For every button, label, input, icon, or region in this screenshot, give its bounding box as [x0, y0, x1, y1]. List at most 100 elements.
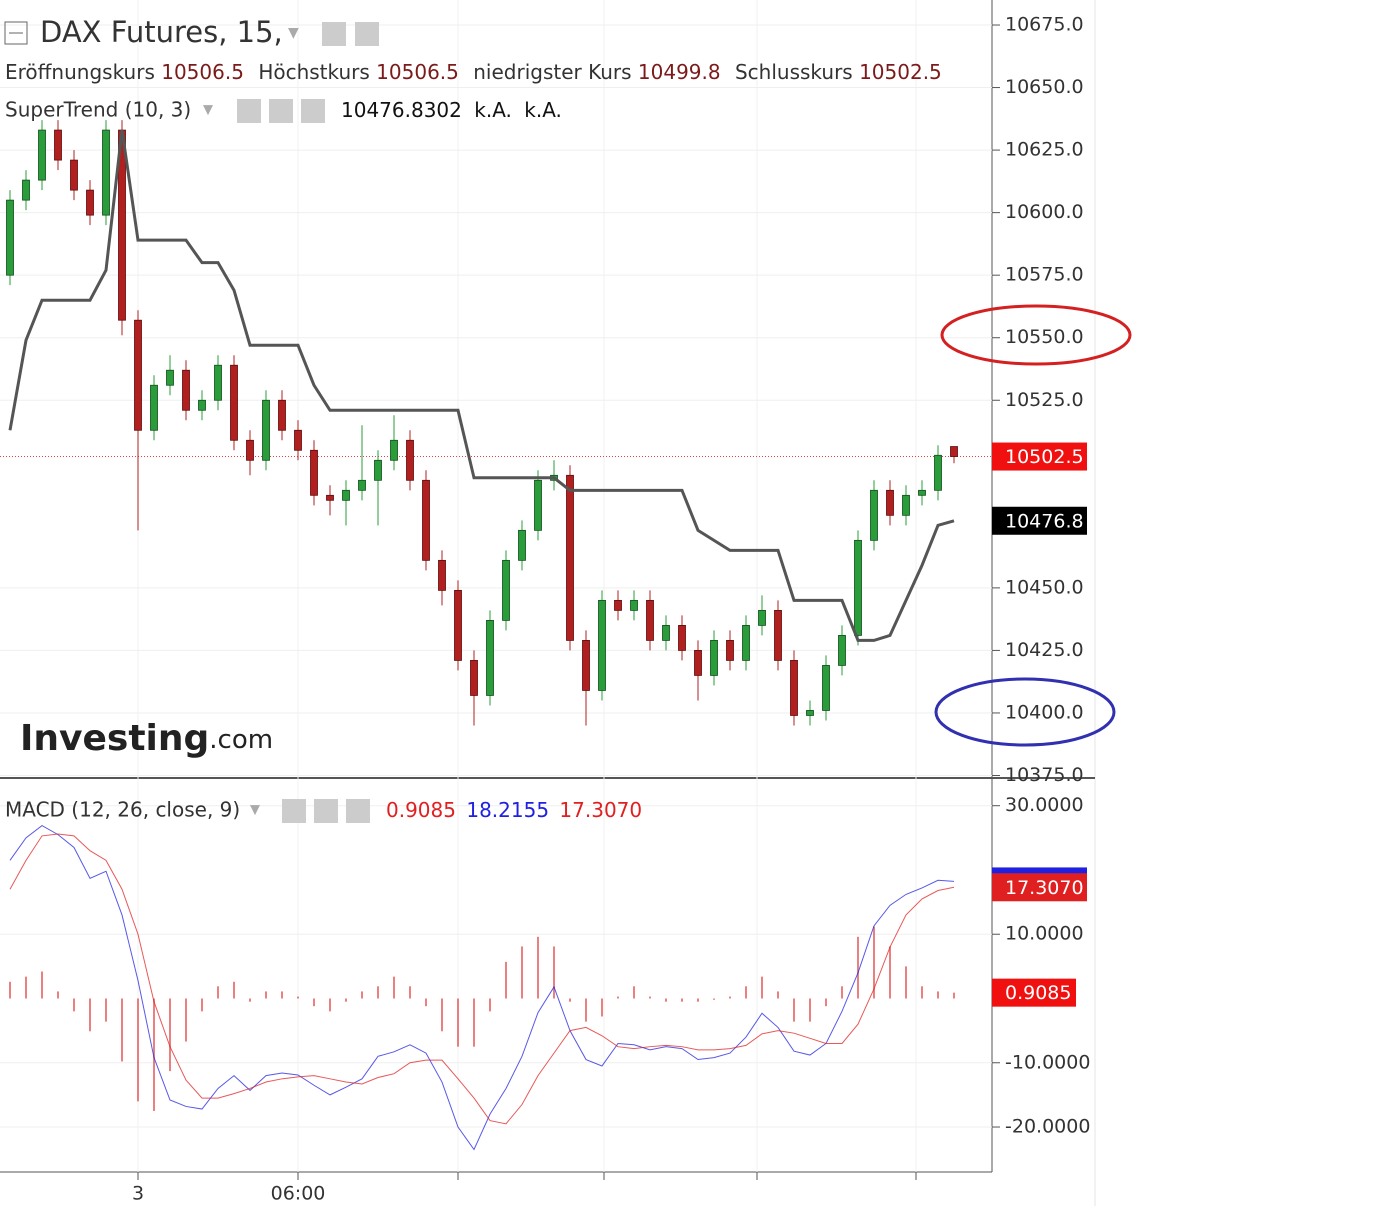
price-badge-label: 17.3070 — [1005, 877, 1084, 899]
y-tick-label: 10625.0 — [1005, 139, 1084, 161]
histogram-bar — [233, 981, 235, 999]
histogram-bar — [697, 998, 699, 1002]
candle-body — [902, 494, 910, 516]
candle-body — [134, 319, 142, 431]
histogram-bar — [889, 946, 891, 999]
label: Höchstkurs — [258, 60, 370, 84]
candle-body — [6, 199, 14, 276]
settings-icon[interactable] — [355, 22, 379, 46]
y-tick-label: 10650.0 — [1005, 76, 1084, 98]
histogram-bar — [249, 998, 251, 1002]
dropdown[interactable]: ▼ — [250, 803, 260, 818]
y-tick-label: -10.0000 — [1005, 1051, 1090, 1073]
visibility-icon[interactable] — [282, 799, 306, 823]
histogram-bar — [473, 998, 475, 1047]
histogram-bar — [825, 998, 827, 1007]
candle-body — [534, 479, 542, 531]
histogram-bar — [457, 998, 459, 1047]
remove-icon[interactable] — [301, 99, 325, 123]
candle-body — [726, 640, 734, 661]
candle-body — [86, 189, 94, 216]
histogram-bar — [393, 976, 395, 999]
y-tick-label: 10.0000 — [1005, 923, 1084, 945]
histogram-bar — [953, 992, 955, 999]
histogram-bar — [505, 961, 507, 999]
histogram-bar — [441, 998, 443, 1032]
y-tick-label: 10550.0 — [1005, 326, 1084, 348]
histogram-bar — [521, 946, 523, 999]
settings-icon[interactable] — [314, 799, 338, 823]
macd-line — [9, 833, 955, 1125]
histogram-bar — [713, 998, 715, 1000]
collapse-icon[interactable] — [4, 21, 28, 45]
histogram-bar — [313, 998, 315, 1007]
histogram-bar — [585, 998, 587, 1022]
time-ticks — [457, 1172, 917, 1180]
macd-line — [9, 825, 955, 1151]
candle-body — [518, 529, 526, 561]
y-tick-label: 10450.0 — [1005, 576, 1084, 598]
y-tick-label: 10400.0 — [1005, 701, 1084, 723]
candle-body — [758, 609, 766, 626]
dropdown[interactable]: ▼ — [288, 25, 299, 41]
visibility-icon[interactable] — [237, 99, 261, 123]
settings-icon[interactable] — [269, 99, 293, 123]
candle-body — [342, 489, 350, 501]
histogram-bar — [665, 998, 667, 1002]
candle-body — [694, 650, 702, 676]
histogram-bar — [409, 986, 411, 999]
histogram-bar — [857, 936, 859, 999]
candle-body — [950, 446, 958, 457]
candle-body — [918, 489, 926, 496]
remove-icon[interactable] — [346, 799, 370, 823]
y-tick-label: 10425.0 — [1005, 639, 1084, 661]
candle-body — [294, 429, 302, 451]
supertrend-title: SuperTrend (10, 3) — [5, 98, 191, 122]
histogram-bar — [185, 998, 187, 1042]
histogram-bar — [41, 971, 43, 999]
price-badge-label: 10502.5 — [1005, 446, 1084, 468]
candle-body — [102, 129, 110, 216]
y-tick-label: -20.0000 — [1005, 1116, 1090, 1138]
macd-values: 0.9085 18.2155 17.3070 — [386, 798, 642, 822]
candle-body — [806, 710, 814, 716]
histogram-bar — [537, 936, 539, 999]
candle-body — [502, 559, 510, 621]
candle-body — [854, 539, 862, 636]
price-badge — [992, 442, 1087, 471]
watermark-main: Investing — [20, 718, 209, 759]
candle-body — [166, 369, 174, 386]
histogram-bar — [57, 991, 59, 999]
histogram-bar — [265, 991, 267, 999]
histogram-bar — [553, 946, 555, 999]
candle-body — [406, 439, 414, 481]
candle-body — [390, 439, 398, 461]
watermark: Investing.com — [20, 718, 273, 759]
dropdown[interactable]: ▼ — [203, 103, 213, 118]
candle-body — [934, 454, 942, 491]
histogram-bar — [841, 986, 843, 999]
value: 10476.8302 — [341, 98, 462, 122]
candle-body — [710, 640, 718, 676]
candle-body — [358, 479, 366, 491]
histogram-bar — [9, 981, 11, 999]
value: k.A. — [474, 98, 512, 122]
histogram-bar — [153, 998, 155, 1111]
histogram-bar — [169, 998, 171, 1072]
histogram-bar — [489, 998, 491, 1012]
histogram-bar — [297, 996, 299, 999]
candle-body — [630, 599, 638, 611]
supertrend-values: 10476.8302 k.A. k.A. — [341, 98, 562, 122]
visibility-icon[interactable] — [322, 22, 346, 46]
histogram-bar — [617, 996, 619, 999]
candle-body — [822, 665, 830, 711]
x-tick-label: 06:00 — [271, 1183, 326, 1205]
value: 18.2155 — [466, 798, 549, 822]
x-tick-label: 3 — [132, 1183, 144, 1205]
histogram-bar — [137, 998, 139, 1102]
label: Schlusskurs — [735, 60, 853, 84]
supertrend-line — [8, 129, 955, 642]
y-tick-label: 10525.0 — [1005, 389, 1084, 411]
highlight-ellipse — [934, 677, 1116, 747]
